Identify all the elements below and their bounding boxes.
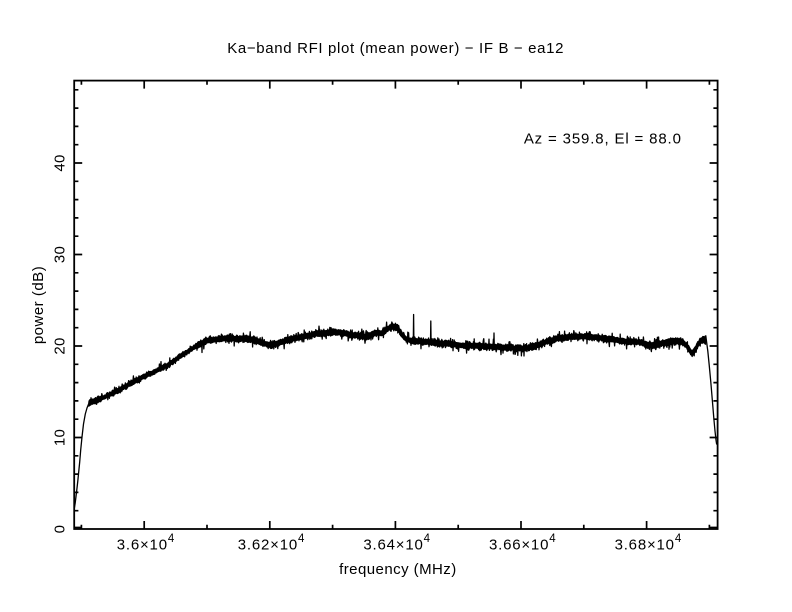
svg-text:power (dB): power (dB) bbox=[30, 266, 47, 344]
svg-text:3.66×104: 3.66×104 bbox=[489, 533, 556, 554]
svg-text:10: 10 bbox=[52, 429, 69, 446]
svg-text:20: 20 bbox=[52, 337, 69, 354]
svg-text:0: 0 bbox=[52, 525, 69, 534]
svg-text:3.6×104: 3.6×104 bbox=[117, 533, 175, 554]
svg-text:Az = 359.8, El = 88.0: Az = 359.8, El = 88.0 bbox=[524, 130, 682, 147]
svg-text:40: 40 bbox=[52, 154, 69, 171]
svg-text:3.68×104: 3.68×104 bbox=[615, 533, 682, 554]
svg-text:Ka−band RFI plot (mean power): Ka−band RFI plot (mean power) − IF B − e… bbox=[227, 40, 564, 57]
svg-text:3.62×104: 3.62×104 bbox=[238, 533, 305, 554]
svg-text:3.64×104: 3.64×104 bbox=[363, 533, 430, 554]
svg-text:frequency (MHz): frequency (MHz) bbox=[339, 561, 457, 578]
svg-text:30: 30 bbox=[52, 246, 69, 263]
